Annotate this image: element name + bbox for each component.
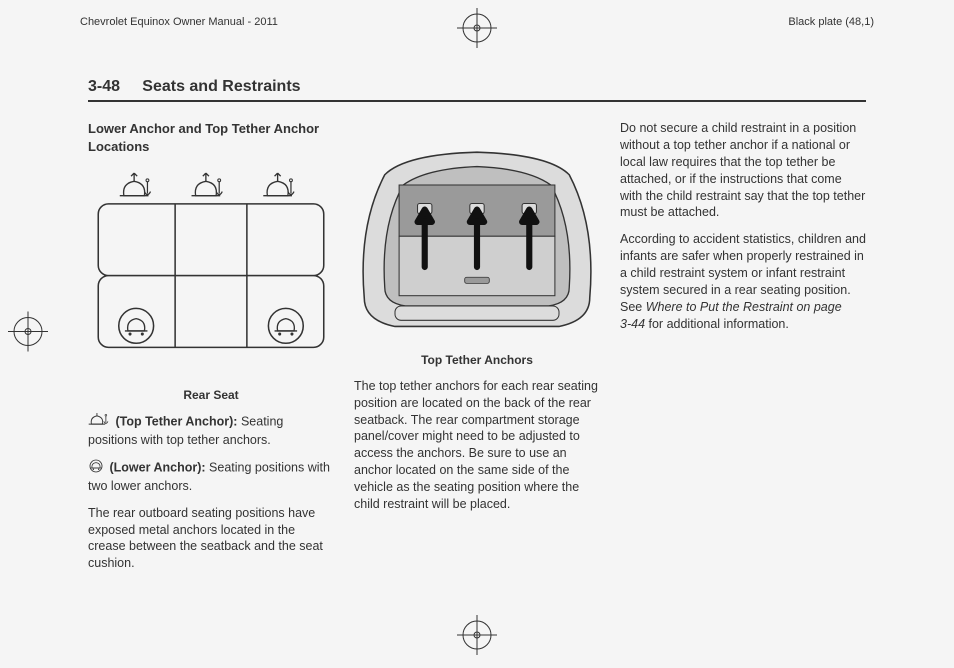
header-left-text: Chevrolet Equinox Owner Manual - 2011 [80,16,278,28]
col3-para2b: for additional information. [645,317,789,331]
col3-para1: Do not secure a child restraint in a pos… [620,120,866,221]
lower-anchor-icon [88,459,104,478]
col1-caption: Rear Seat [88,387,334,403]
cargo-area-figure [354,144,600,339]
col3-para2: According to accident statistics, childr… [620,231,866,332]
col2-para: The top tether anchors for each rear sea… [354,378,600,513]
lower-anchor-para: (Lower Anchor): Seating positions with t… [88,459,334,495]
header-right-text: Black plate (48,1) [788,16,874,28]
crop-mark-left-icon [8,312,48,357]
crop-mark-top-icon [457,8,497,53]
column-3: Do not secure a child restraint in a pos… [620,120,866,608]
column-1: Lower Anchor and Top Tether Anchor Locat… [88,120,334,608]
top-tether-para: (Top Tether Anchor): Seating positions w… [88,413,334,449]
rear-seat-figure [88,169,334,374]
col2-caption: Top Tether Anchors [354,352,600,368]
section-title: Seats and Restraints [142,78,300,95]
lower-anchor-label: (Lower Anchor): [109,461,205,475]
page-header: Chevrolet Equinox Owner Manual - 2011 Bl… [80,16,874,28]
section-bar: 3-48 Seats and Restraints [88,78,866,102]
column-2: Top Tether Anchors The top tether anchor… [354,120,600,608]
top-tether-anchor-icon [88,413,110,432]
crop-mark-bottom-icon [457,615,497,660]
top-tether-label: (Top Tether Anchor): [115,415,237,429]
page-number: 3-48 [88,78,120,95]
col1-para: The rear outboard seating positions have… [88,505,334,573]
content-area: Lower Anchor and Top Tether Anchor Locat… [88,120,866,608]
col1-heading: Lower Anchor and Top Tether Anchor Locat… [88,120,334,155]
